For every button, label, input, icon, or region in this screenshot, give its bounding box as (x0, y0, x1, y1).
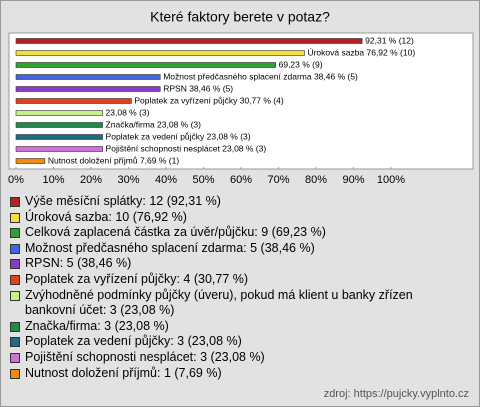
x-tick-label: 60% (230, 174, 252, 186)
bar (15, 98, 132, 104)
legend-item: Pojištění schopnosti nesplácet: 3 (23,08… (9, 350, 464, 366)
legend-text: Možnost předčasného splacení zdarma: 5 (… (25, 240, 315, 255)
legend-swatch (10, 337, 20, 348)
x-tick-label: 30% (117, 174, 139, 186)
legend-item: Úroková sazba: 10 (76,92 %) (9, 210, 464, 226)
data-label: Nutnost doložení příjmů 7,69 % (1) (48, 155, 180, 165)
legend-item: Zvýhodněné podmínky půjčky (úveru), poku… (9, 288, 464, 319)
legend-swatch (10, 243, 20, 254)
legend-swatch (10, 197, 20, 207)
legend-text: RPSN: 5 (38,46 %) (25, 256, 132, 271)
x-tick-label: 50% (192, 174, 214, 186)
legend-swatch (10, 352, 20, 363)
legend-item: Nutnost doložení příjmů: 1 (7,69 %) (9, 366, 464, 382)
legend-text: Pojištění schopnosti nesplácet: 3 (23,08… (25, 349, 265, 364)
legend-text: Poplatek za vedení půjčky: 3 (23,08 %) (25, 334, 242, 349)
legend-item: Poplatek za vedení půjčky: 3 (23,08 %) (9, 334, 464, 350)
legend-swatch (10, 274, 20, 285)
x-tick-label: 100% (377, 174, 405, 186)
data-label: 92,31 % (12) (365, 35, 414, 45)
legend-swatch (10, 368, 20, 379)
legend-text: Poplatek za vyřízení půjčky: 4 (30,77 %) (25, 271, 249, 286)
x-tick-label: 90% (342, 174, 364, 186)
bar (15, 110, 103, 116)
legend-text: Úroková sazba: 10 (76,92 %) (25, 209, 187, 224)
bar (15, 74, 161, 80)
legend-item: Značka/firma: 3 (23,08 %) (9, 319, 464, 335)
x-tick-label: 40% (155, 174, 177, 186)
data-label: 23,08 % (3) (106, 107, 150, 117)
bar (15, 86, 161, 92)
legend-text: Výše měsíční splátky: 12 (92,31 %) (25, 194, 221, 208)
data-label: Poplatek za vedení půjčky 23,08 % (3) (106, 131, 251, 141)
legend-swatch (10, 321, 20, 332)
data-label: Pojištění schopnosti nesplácet 23,08 % (… (106, 143, 267, 153)
data-label: RPSN 38,46 % (5) (163, 83, 233, 93)
bar (15, 38, 363, 44)
legend-swatch (10, 228, 20, 239)
data-label: Úroková sazba 76,92 % (10) (307, 47, 415, 57)
data-label: Poplatek za vyřízení půjčky 30,77 % (4) (134, 95, 283, 105)
legend-item: RPSN: 5 (38,46 %) (9, 256, 464, 272)
bar (15, 146, 103, 152)
bar (15, 122, 103, 128)
chart-title: Které faktory berete v potaz? (150, 9, 330, 25)
legend-swatch (10, 259, 20, 270)
data-label: 69,23 % (9) (279, 59, 323, 69)
legend-item: Celková zaplacená částka za úvěr/půjčku:… (9, 225, 464, 241)
legend-item: Výše měsíční splátky: 12 (92,31 %) (9, 194, 464, 210)
legend-text: Zvýhodněné podmínky půjčky (úveru), poku… (25, 287, 413, 318)
bar (15, 62, 276, 68)
x-tick-label: 10% (42, 174, 64, 186)
legend-text: Značka/firma: 3 (23,08 %) (25, 318, 169, 333)
legend-swatch (10, 212, 20, 223)
x-tick-label: 0% (8, 174, 24, 186)
legend-item: Možnost předčasného splacení zdarma: 5 (… (9, 241, 464, 257)
data-label: Značka/firma 23,08 % (3) (106, 119, 202, 129)
x-tick-label: 80% (305, 174, 327, 186)
bar (15, 134, 103, 140)
x-tick-label: 70% (267, 174, 289, 186)
legend-swatch (10, 290, 20, 301)
source: zdroj: https://pujcky.vyplnto.cz (323, 388, 469, 400)
legend-text: Celková zaplacená částka za úvěr/půjčku:… (25, 225, 326, 240)
legend-text: Nutnost doložení příjmů: 1 (7,69 %) (25, 365, 222, 380)
legend: Výše měsíční splátky: 12 (92,31 %) Úrokov… (9, 194, 464, 381)
data-label: Možnost předčasného splacení zdarma 38,4… (163, 71, 358, 81)
bar (15, 158, 46, 164)
legend-item: Poplatek za vyřízení půjčky: 4 (30,77 %) (9, 272, 464, 288)
x-tick-label: 20% (80, 174, 102, 186)
bar (15, 50, 305, 56)
